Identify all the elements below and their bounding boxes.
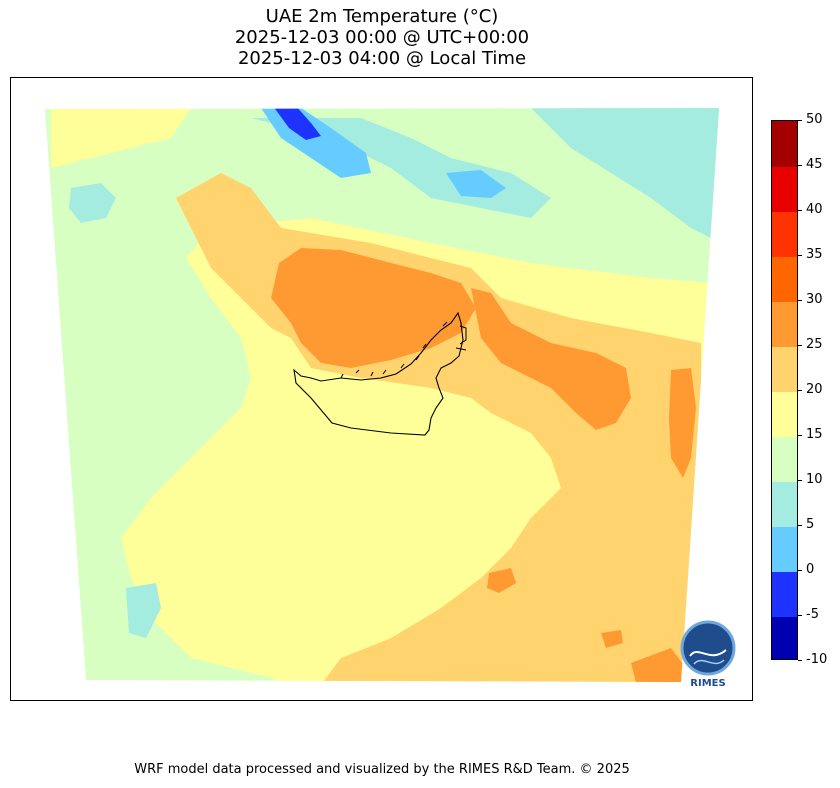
title-line-utc-time: 2025-12-03 00:00 @ UTC+00:00 [234,27,530,48]
colorbar-segment [772,616,797,659]
colorbar-tick-label: -10 [806,652,828,667]
colorbar-tick-label: 35 [806,247,823,262]
colorbar [771,120,798,660]
temperature-map [45,108,719,682]
colorbar-tick-label: 25 [806,337,823,352]
colorbar-tick [798,524,802,526]
colorbar-tick [798,569,802,571]
colorbar-tick [798,434,802,436]
footer-credit: WRF model data processed and visualized … [134,762,630,777]
colorbar-segment [772,436,797,482]
colorbar-tick-label: 15 [806,427,823,442]
band-25-30-oman [471,288,631,430]
colorbar-tick [798,254,802,256]
title-line-variable: UAE 2m Temperature (°C) [265,6,499,27]
colorbar-tick [798,479,802,481]
colorbar-tick-label: -5 [806,607,819,622]
band-5-10-patch-south [126,583,161,638]
colorbar-tick [798,659,802,661]
band-neg5-0 [273,108,321,140]
colorbar-tick [798,389,802,391]
map-panel [10,77,753,701]
colorbar-tick [798,299,802,301]
colorbar-tick-label: 50 [806,112,823,127]
colorbar-tick [798,209,802,211]
colorbar-tick [798,344,802,346]
uae-coast-islands [340,321,467,379]
colorbar-segment [772,211,797,257]
colorbar-tick-label: 0 [806,562,815,577]
map-title: UAE 2m Temperature (°C) 2025-12-03 00:00… [0,6,764,69]
logo-text: RIMES [690,678,725,689]
colorbar-segment [772,301,797,347]
colorbar-segment [772,166,797,212]
band-25-30-patch-south [487,568,686,682]
colorbar-segment [772,391,797,437]
colorbar-segment [772,346,797,392]
colorbar-tick [798,614,802,616]
colorbar-tick-label: 45 [806,157,823,172]
colorbar-tick-label: 20 [806,382,823,397]
band-0-5 [261,108,506,198]
colorbar-tick-label: 10 [806,472,823,487]
colorbar-segment [772,526,797,572]
colorbar-segment [772,256,797,302]
band-5-10-patch-west [69,183,116,223]
band-25-30-gulf [271,248,476,368]
colorbar-tick [798,164,802,166]
colorbar-tick-label: 5 [806,517,815,532]
uae-boundary [293,311,464,436]
band-15-20-north [51,108,191,168]
colorbar-segment [772,121,797,167]
colorbar-segment [772,481,797,527]
band-25-30-patch-east [669,368,696,478]
colorbar-segment [772,571,797,617]
colorbar-tick-label: 40 [806,202,823,217]
colorbar-tick-label: 30 [806,292,823,307]
colorbar-tick [798,119,802,121]
title-line-local-time: 2025-12-03 04:00 @ Local Time [237,48,527,69]
rimes-logo: RIMES [680,620,736,689]
